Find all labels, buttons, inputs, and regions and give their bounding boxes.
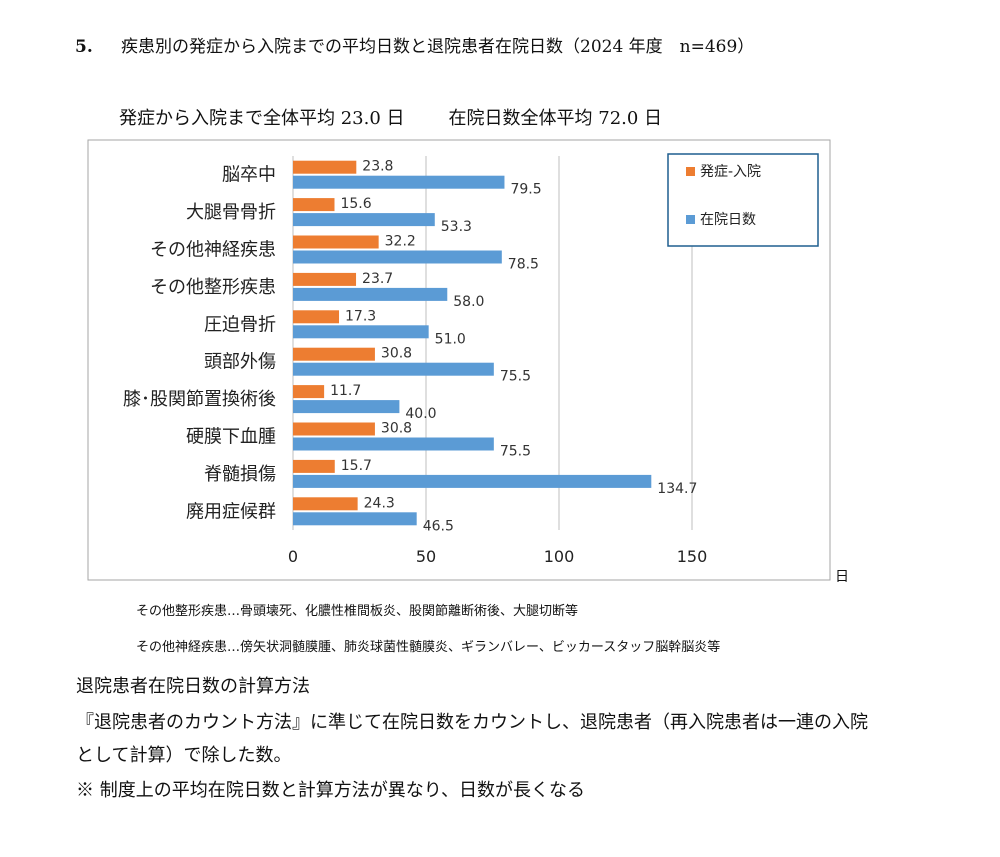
- category-label: その他整形疾患: [150, 277, 276, 298]
- data-label: 134.7: [657, 481, 697, 497]
- data-label: 17.3: [345, 308, 376, 324]
- data-label: 15.6: [340, 196, 371, 212]
- data-label: 15.7: [341, 458, 372, 474]
- bar-onset: [293, 422, 375, 436]
- bar-stay: [293, 213, 435, 227]
- x-tick-label: 50: [416, 547, 436, 566]
- bar-stay: [293, 474, 652, 488]
- chart-subtitle: 発症から入院まで全体平均 23.0 日 在院日数全体平均 72.0 日: [119, 104, 662, 130]
- category-label: 圧迫骨折: [204, 314, 276, 335]
- category-label: 脊髄損傷: [204, 464, 276, 485]
- category-label: その他神経疾患: [150, 240, 276, 261]
- category-label: 大腿骨骨折: [186, 202, 276, 223]
- section-title: 疾患別の発症から入院までの平均日数と退院患者在院日数（2024 年度 n=469…: [121, 37, 755, 57]
- bars: 23.8 79.5 15.6 53.3 32.2 78.5 23.7 58.0 17.3 51.0…: [293, 159, 697, 534]
- data-label: 23.8: [362, 159, 393, 175]
- bar-onset: [293, 160, 357, 174]
- section-heading: 5. 疾患別の発症から入院までの平均日数と退院患者在院日数（2024 年度 n=4…: [75, 32, 754, 57]
- bar-stay: [293, 437, 494, 451]
- bar-onset: [293, 310, 340, 324]
- category-label: 膝･股関節置換術後: [123, 389, 276, 410]
- tick-labels: 0 50 100 150: [288, 547, 707, 566]
- category-labels: 脳卒中大腿骨骨折その他神経疾患その他整形疾患圧迫骨折頭部外傷膝･股関節置換術後硬…: [123, 165, 276, 523]
- category-label: 脳卒中: [222, 165, 276, 186]
- legend-entry: 発症-入院: [700, 164, 761, 180]
- legend-swatch: [686, 167, 695, 176]
- data-label: 30.8: [381, 421, 412, 437]
- data-label: 32.2: [385, 234, 416, 250]
- data-label: 79.5: [510, 182, 541, 198]
- bar-stay: [293, 362, 494, 376]
- category-label: 廃用症候群: [186, 501, 276, 522]
- x-tick-label: 150: [677, 547, 708, 566]
- section-number: 5.: [75, 37, 93, 57]
- bar-stay: [293, 250, 502, 264]
- x-unit-label: 日: [835, 569, 849, 585]
- method-note: ※ 制度上の平均在院日数と計算方法が異なり、日数が長くなる: [76, 780, 585, 801]
- bar-stay: [293, 512, 417, 526]
- data-label: 30.8: [381, 346, 412, 362]
- bar-onset: [293, 347, 375, 361]
- data-label: 75.5: [500, 369, 531, 385]
- bar-stay: [293, 287, 448, 301]
- bar-stay: [293, 175, 505, 189]
- note-other-neuro: その他神経疾患…傍矢状洞髄膜腫、肺炎球菌性髄膜炎、ギランバレー、ビッカースタッフ…: [136, 640, 721, 655]
- bar-onset: [293, 459, 335, 473]
- bar-onset: [293, 385, 325, 399]
- data-label: 75.5: [500, 444, 531, 460]
- data-label: 53.3: [441, 219, 472, 235]
- data-label: 23.7: [362, 271, 393, 287]
- legend-swatch: [686, 215, 695, 224]
- data-label: 24.3: [364, 495, 395, 511]
- legend-entry: 在院日数: [700, 212, 756, 228]
- data-label: 51.0: [435, 331, 466, 347]
- data-label: 58.0: [453, 294, 484, 310]
- method-line-2: として計算）で除した数。: [76, 745, 292, 766]
- bar-onset: [293, 198, 335, 212]
- category-label: 硬膜下血腫: [186, 427, 276, 448]
- x-tick-label: 0: [288, 547, 298, 566]
- stay-average-label: 在院日数全体平均 72.0 日: [448, 108, 663, 129]
- bar-stay: [293, 325, 429, 339]
- onset-average-label: 発症から入院まで全体平均 23.0 日: [119, 108, 405, 129]
- x-tick-label: 100: [544, 547, 575, 566]
- bar-stay: [293, 400, 400, 414]
- data-label: 40.0: [405, 406, 436, 422]
- data-label: 46.5: [423, 518, 454, 534]
- note-other-orthopedic: その他整形疾患…骨頭壊死、化膿性椎間板炎、股関節離断術後、大腿切断等: [136, 604, 579, 619]
- bar-onset: [293, 497, 358, 511]
- data-label: 78.5: [508, 257, 539, 273]
- method-line-1: 『退院患者のカウント方法』に準じて在院日数をカウントし、退院患者（再入院患者は一…: [76, 712, 868, 733]
- method-title: 退院患者在院日数の計算方法: [76, 676, 310, 697]
- bar-onset: [293, 272, 357, 286]
- category-label: 頭部外傷: [204, 352, 276, 373]
- data-label: 11.7: [330, 383, 361, 399]
- bar-onset: [293, 235, 379, 249]
